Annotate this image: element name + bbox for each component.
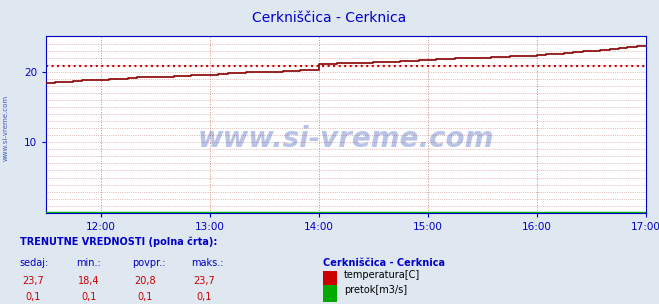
Text: Cerkniščica - Cerknica: Cerkniščica - Cerknica	[323, 258, 445, 268]
Text: temperatura[C]: temperatura[C]	[344, 270, 420, 280]
Text: TRENUTNE VREDNOSTI (polna črta):: TRENUTNE VREDNOSTI (polna črta):	[20, 236, 217, 247]
Text: maks.:: maks.:	[191, 258, 223, 268]
Text: 0,1: 0,1	[196, 292, 212, 302]
Text: 23,7: 23,7	[22, 276, 44, 286]
Text: Cerkniščica - Cerknica: Cerkniščica - Cerknica	[252, 11, 407, 25]
Text: 0,1: 0,1	[25, 292, 41, 302]
Text: 20,8: 20,8	[134, 276, 156, 286]
Text: 0,1: 0,1	[137, 292, 153, 302]
Text: min.:: min.:	[76, 258, 101, 268]
Text: 18,4: 18,4	[78, 276, 100, 286]
Text: pretok[m3/s]: pretok[m3/s]	[344, 285, 407, 295]
Text: povpr.:: povpr.:	[132, 258, 165, 268]
Text: 0,1: 0,1	[81, 292, 97, 302]
Text: sedaj:: sedaj:	[20, 258, 49, 268]
Text: www.si-vreme.com: www.si-vreme.com	[198, 125, 494, 153]
Text: 23,7: 23,7	[193, 276, 215, 286]
Text: www.si-vreme.com: www.si-vreme.com	[2, 95, 9, 161]
